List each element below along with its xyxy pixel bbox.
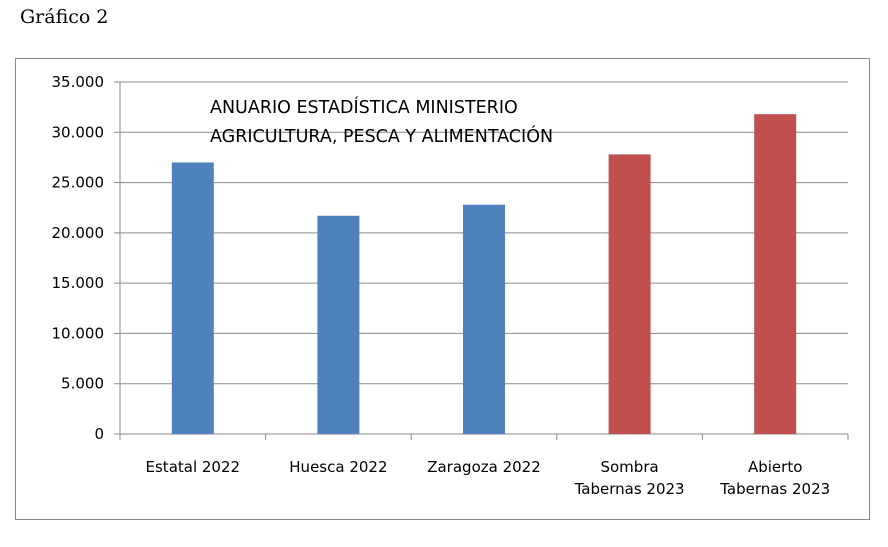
y-tick-label: 35.000 [52, 73, 105, 91]
chart-annotation-line: AGRICULTURA, PESCA Y ALIMENTACIÓN [210, 125, 553, 147]
bar-2 [317, 215, 360, 434]
chart-annotation-line: ANUARIO ESTADÍSTICA MINISTERIO [210, 96, 518, 118]
figure-caption: Gráfico 2 [20, 6, 109, 28]
x-tick-label: Huesca 2022 [289, 458, 387, 476]
x-tick-label: Zaragoza 2022 [427, 458, 541, 476]
x-tick-label: Estatal 2022 [146, 458, 241, 476]
y-tick-label: 15.000 [52, 274, 105, 292]
chart-frame [15, 58, 870, 520]
bar-5 [754, 114, 797, 434]
x-tick-label: Abierto Tabernas 2023 [719, 458, 830, 498]
y-tick-label: 5.000 [61, 375, 104, 393]
y-tick-label: 25.000 [52, 174, 105, 192]
y-tick-label: 10.000 [52, 324, 105, 342]
y-tick-label: 30.000 [52, 123, 105, 141]
bar-4 [608, 154, 651, 434]
y-tick-label: 0 [94, 425, 104, 443]
bar-1 [171, 162, 214, 434]
x-tick-label: Sombra Tabernas 2023 [574, 458, 685, 498]
y-tick-label: 20.000 [52, 224, 105, 242]
bar-3 [463, 204, 505, 434]
